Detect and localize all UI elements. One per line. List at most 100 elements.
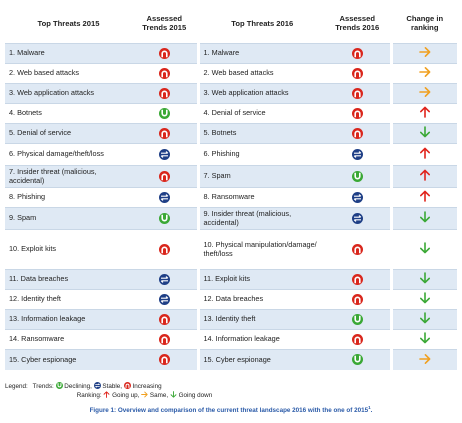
table-row: 14. Ransomware 14. Information leakage: [5, 329, 457, 350]
legend-trends-label: Trends:: [32, 383, 54, 390]
threat-2015-cell: 3. Web application attacks: [5, 83, 132, 104]
table-body: 1. Malware 1. Malware 2. Web based attacks…: [5, 43, 457, 370]
arrow-up-icon: [419, 190, 431, 204]
table-row: 12. Identity theft 12. Data breaches: [5, 289, 457, 310]
legend-increasing-text: Increasing: [132, 383, 162, 390]
header-threats-2015: Top Threats 2015: [37, 18, 100, 28]
threat-2016-cell: 2. Web based attacks: [196, 63, 325, 84]
trend-increasing-icon: [351, 48, 363, 59]
trend-stable-icon: [158, 274, 170, 285]
trend-increasing-icon: [351, 128, 363, 139]
threat-landscape-figure: Top Threats 2015 Assessed Trends 2015 To…: [5, 3, 457, 370]
ranking-change-cell: [389, 103, 457, 124]
legend-down-text: Going down: [178, 392, 213, 399]
trend-increasing-icon: [158, 171, 170, 182]
threat-2015-cell: 8. Phishing: [5, 187, 132, 208]
caption-footnote-ref: 1: [368, 405, 371, 410]
arrow-right-icon: [418, 86, 431, 100]
threat-2015-cell: 9. Spam: [5, 207, 132, 230]
arrow-up-icon: [419, 169, 431, 183]
legend-stable-text: Stable,: [102, 383, 123, 390]
trend-2015-cell: [132, 269, 198, 290]
threat-2015-cell: 14. Ransomware: [5, 329, 132, 350]
trend-2016-cell: [325, 43, 391, 64]
trend-2015-cell: [132, 187, 198, 208]
threat-2016-cell: 14. Information leakage: [196, 329, 325, 350]
arrow-down-icon: [419, 292, 431, 306]
trend-increasing-icon: [158, 128, 170, 139]
trend-increasing-icon: [158, 314, 170, 325]
table-row: 7. Insider threat (malicious, accidental…: [5, 165, 457, 188]
trend-declining-icon: [351, 314, 363, 325]
table-header-row: Top Threats 2015 Assessed Trends 2015 To…: [5, 3, 457, 44]
table-row: 4. Botnets 4. Denial of service: [5, 103, 457, 124]
trend-2015-cell: [132, 123, 198, 144]
trend-stable-icon: [93, 382, 101, 389]
threat-2016-cell: 3. Web application attacks: [196, 83, 325, 104]
header-change-in-ranking: Change in ranking: [389, 3, 457, 44]
trend-2015-cell: [132, 349, 198, 370]
caption-end: .: [370, 407, 373, 415]
threat-2015-cell: 6. Physical damage/theft/loss: [5, 143, 132, 166]
legend: Legend: Trends: Declining, Stable, Incre…: [5, 382, 212, 400]
threat-2016-cell: 5. Botnets: [196, 123, 325, 144]
table-row: 6. Physical damage/theft/loss 6. Phishing: [5, 143, 457, 166]
trend-2015-cell: [132, 309, 198, 330]
arrow-right-icon: [418, 46, 431, 60]
ranking-change-cell: [389, 83, 457, 104]
threat-2016-cell: 9. Insider threat (malicious, accidental…: [196, 207, 325, 230]
legend-up-text: Going up,: [112, 392, 140, 399]
ranking-change-cell: [389, 43, 457, 64]
trend-stable-icon: [158, 149, 170, 160]
arrow-down-icon: [419, 272, 431, 286]
trend-increasing-icon: [351, 294, 363, 305]
ranking-change-cell: [389, 229, 457, 270]
header-threats-2016: Top Threats 2016: [196, 3, 325, 44]
table-row: 5. Denial of service 5. Botnets: [5, 123, 457, 144]
arrow-right-icon: [418, 66, 431, 80]
trend-2015-cell: [132, 329, 198, 350]
threat-2016-cell: 11. Exploit kits: [196, 269, 325, 290]
table-row: 9. Spam 9. Insider threat (malicious, acc…: [5, 207, 457, 230]
threat-2016-cell: 8. Ransomware: [196, 187, 325, 208]
arrow-right-icon: [141, 391, 148, 398]
legend-same-text: Same,: [149, 392, 169, 399]
trend-increasing-icon: [158, 88, 170, 99]
trend-2016-cell: [325, 309, 391, 330]
threat-2016-cell: 6. Phishing: [196, 143, 325, 166]
legend-ranking-line: Ranking: Going up, Same, Going down: [5, 391, 212, 400]
table-row: 1. Malware 1. Malware: [5, 43, 457, 64]
threat-2015-cell: 12. Identity theft: [5, 289, 132, 310]
ranking-change-cell: [389, 63, 457, 84]
trend-increasing-icon: [158, 354, 170, 366]
arrow-right-icon: [418, 353, 431, 367]
table-row: 13. Information leakage 13. Identity thef…: [5, 309, 457, 330]
trend-increasing-icon: [158, 334, 170, 345]
threat-comparison-table: Top Threats 2015 Assessed Trends 2015 To…: [5, 3, 457, 370]
threat-2015-cell: 7. Insider threat (malicious, accidental…: [5, 165, 132, 188]
trend-2016-cell: [325, 349, 391, 370]
ranking-change-cell: [389, 349, 457, 370]
trend-2016-cell: [325, 289, 391, 310]
trend-2015-cell: [132, 103, 198, 124]
figure-caption: Figure 1: Overview and comparison of the…: [0, 405, 462, 414]
arrow-down-icon: [170, 391, 177, 398]
ranking-change-cell: [389, 329, 457, 350]
threat-2015-cell: 1. Malware: [5, 43, 132, 64]
trend-increasing-icon: [351, 88, 363, 99]
trend-2016-cell: [325, 63, 391, 84]
trend-increasing-icon: [351, 334, 363, 345]
legend-trends-line: Legend: Trends: Declining, Stable, Incre…: [5, 382, 212, 391]
trend-2016-cell: [325, 229, 391, 270]
arrow-down-icon: [419, 211, 431, 225]
threat-2015-cell: 13. Information leakage: [5, 309, 132, 330]
trend-2016-cell: [325, 187, 391, 208]
trend-increasing-icon: [351, 108, 363, 119]
legend-declining-text: Declining,: [64, 383, 92, 390]
legend-label: Legend:: [5, 383, 28, 390]
table-row: 10. Exploit kits 10. Physical manipulatio…: [5, 229, 457, 270]
threat-2016-cell: 7. Spam: [196, 165, 325, 188]
threat-2015-cell: 15. Cyber espionage: [5, 349, 132, 370]
threat-2015-cell: 5. Denial of service: [5, 123, 132, 144]
trend-stable-icon: [351, 149, 363, 160]
